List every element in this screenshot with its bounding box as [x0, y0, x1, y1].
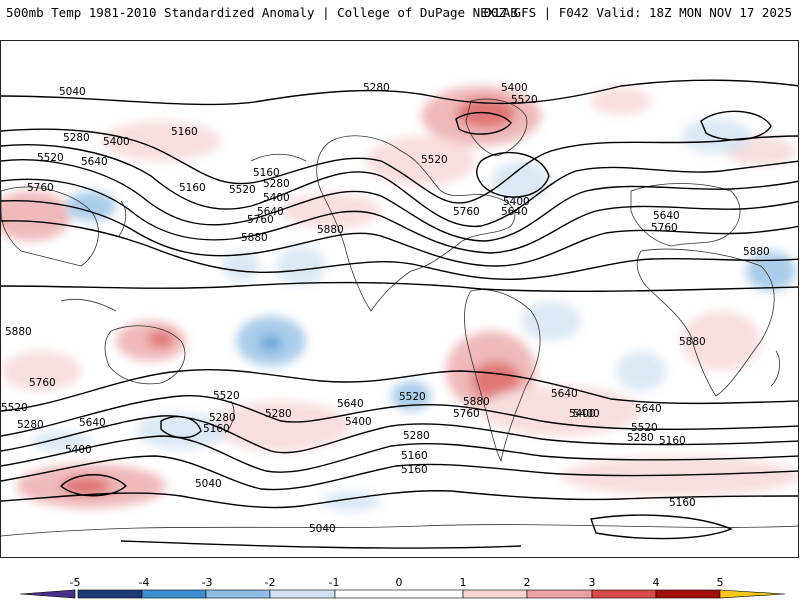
colorbar-tick-label: 2	[524, 576, 531, 589]
contour-label: 5880	[317, 224, 344, 236]
colorbar-swatch-neg2	[205, 589, 271, 599]
colorbar-swatch-pos1	[462, 589, 528, 599]
contour-labels: 5040 5280 5400 5520 5280 5400 5520 5640 …	[1, 82, 770, 535]
contour-label: 5160	[401, 450, 428, 462]
contour-label: 5280	[17, 419, 44, 431]
contour-label: 5640	[337, 398, 364, 410]
colorbar-swatch-neg1	[269, 589, 336, 599]
contour-label: 5280	[63, 132, 90, 144]
colorbar-swatch-pos5	[719, 589, 786, 599]
contour-label: 5760	[29, 377, 56, 389]
contour-label: 5280	[403, 430, 430, 442]
contour-label: 5040	[59, 86, 86, 98]
map-canvas: 5040 5280 5400 5520 5280 5400 5520 5640 …	[1, 79, 798, 549]
contour-label: 5880	[463, 396, 490, 408]
contour-label: 5640	[257, 206, 284, 218]
colorbar-ticks: -5 -4 -3 -2 -1 0 1 2 3 4 5	[70, 576, 724, 589]
coastlines	[1, 98, 798, 537]
contour-label: 5520	[1, 402, 28, 414]
colorbar-tick-label: -1	[329, 576, 340, 589]
colorbar-tick-label: -2	[265, 576, 276, 589]
contour-label: 5520	[37, 152, 64, 164]
contour-label: 5160	[203, 423, 230, 435]
contour-label: 5400	[503, 196, 530, 208]
contour-label: 5760	[247, 214, 274, 226]
colorbar-tick-label: 3	[589, 576, 596, 589]
contour-label: 5520	[213, 390, 240, 402]
contour-label: 5640	[551, 388, 578, 400]
contour-label: 5640	[501, 206, 528, 218]
colorbar-swatches	[19, 589, 786, 599]
contour-label: 5880	[241, 232, 268, 244]
colorbar-tick-label: -4	[139, 576, 150, 589]
contour-label: 5760	[453, 408, 480, 420]
contour-label: 5400	[103, 136, 130, 148]
contour-label: 5040	[309, 523, 336, 535]
contour-label: 5160	[659, 435, 686, 447]
contour-label: 5160	[253, 167, 280, 179]
contour-label: 5160	[669, 497, 696, 509]
contour-label: 5280	[263, 178, 290, 190]
contour-label: 5520	[631, 422, 658, 434]
colorbar-tick-label: 0	[396, 576, 403, 589]
anomaly-colorbar: -5 -4 -3 -2 -1 0 1 2 3 4 5	[0, 560, 800, 600]
contour-label: 5400	[65, 444, 92, 456]
contour-label: 5640	[81, 156, 108, 168]
colorbar-swatch-neg3	[141, 589, 207, 599]
contour-label: 5160	[179, 182, 206, 194]
colorbar-tick-label: -5	[70, 576, 81, 589]
colorbar-swatch-zero	[334, 589, 464, 599]
contour-label: 5520	[421, 154, 448, 166]
contour-label: 5760	[651, 222, 678, 234]
contour-label: 5520	[229, 184, 256, 196]
contour-label: 5400	[345, 416, 372, 428]
contour-label: 5280	[363, 82, 390, 94]
contour-label: 5760	[27, 182, 54, 194]
contour-label: 5280	[209, 412, 236, 424]
contour-label: 5880	[5, 326, 32, 338]
contour-label: 5640	[635, 403, 662, 415]
colorbar-swatch-pos3	[591, 589, 657, 599]
contour-label: 5520	[511, 94, 538, 106]
contour-label: 5400	[569, 408, 596, 420]
model-run-info: 00Z GFS | F042 Valid: 18Z MON NOV 17 202…	[483, 5, 792, 20]
warm-anomaly-shading	[1, 86, 798, 508]
contour-label: 5280	[627, 432, 654, 444]
colorbar-swatch-pos2	[526, 589, 593, 599]
contour-label: 5400	[263, 192, 290, 204]
colorbar-swatch-pos4	[655, 589, 721, 599]
contour-label: 5880	[679, 336, 706, 348]
contour-label: 5880	[743, 246, 770, 258]
contour-label: 5280	[265, 408, 292, 420]
anomaly-map: 5040 5280 5400 5520 5280 5400 5520 5640 …	[0, 40, 799, 558]
contour-label: 5400	[573, 408, 600, 420]
colorbar-swatch-neg4	[77, 589, 143, 599]
colorbar-swatch-neg5	[19, 589, 76, 599]
contour-label: 5040	[195, 478, 222, 490]
colorbar-tick-label: 5	[717, 576, 724, 589]
colorbar-tick-label: 4	[653, 576, 660, 589]
height-contours	[1, 79, 798, 549]
colorbar-tick-label: 1	[460, 576, 467, 589]
map-title: 500mb Temp 1981-2010 Standardized Anomal…	[6, 5, 518, 20]
contour-label: 5640	[653, 210, 680, 222]
contour-label: 5640	[79, 417, 106, 429]
contour-label: 5760	[453, 206, 480, 218]
contour-label: 5400	[501, 82, 528, 94]
contour-label: 5520	[399, 391, 426, 403]
colorbar-tick-label: -3	[202, 576, 213, 589]
contour-label: 5160	[171, 126, 198, 138]
contour-label: 5160	[401, 464, 428, 476]
